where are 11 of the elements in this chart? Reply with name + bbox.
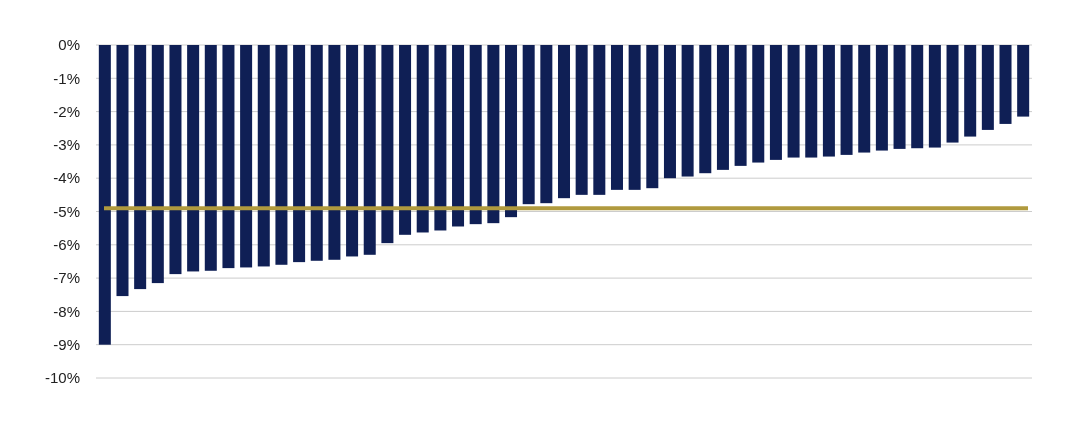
y-tick-label: -7%: [53, 269, 80, 287]
y-tick-label: -6%: [53, 236, 80, 254]
y-tick-label: -10%: [44, 369, 80, 387]
y-tick-label: -4%: [53, 169, 80, 187]
y-tick-label: -8%: [53, 302, 80, 320]
y-tick-label: -1%: [53, 69, 80, 87]
y-tick-label: -2%: [53, 102, 80, 120]
y-tick-label: -3%: [53, 136, 80, 154]
y-tick-label: -9%: [53, 335, 80, 353]
y-tick-label: -5%: [53, 202, 80, 220]
y-tick-label: 0%: [58, 36, 80, 54]
